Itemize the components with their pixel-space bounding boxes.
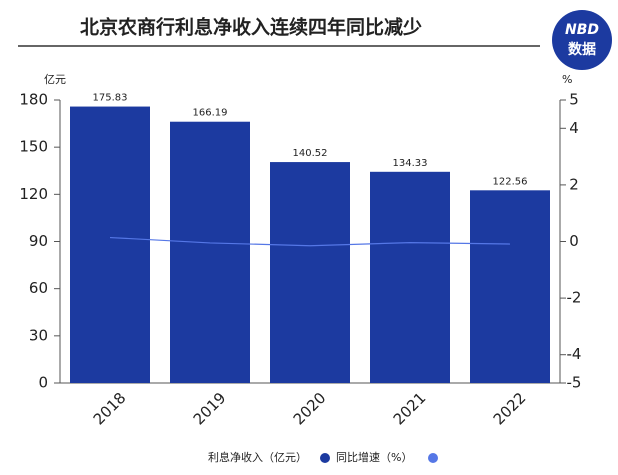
x-tick-label: 2019 — [190, 389, 230, 429]
legend-swatch — [428, 453, 438, 463]
y2-tick-label: 4 — [569, 119, 579, 137]
x-tick-label: 2018 — [90, 389, 130, 429]
y-tick-label: 180 — [19, 91, 48, 109]
x-tick-label: 2022 — [490, 389, 530, 429]
value-label: 140.52 — [293, 148, 328, 159]
x-tick-label: 2021 — [390, 389, 430, 429]
legend-label: 同比增速（%） — [336, 450, 412, 464]
logo-text: 数据 — [568, 41, 596, 58]
y2-tick-label: 5 — [569, 91, 579, 109]
legend-swatch — [320, 453, 330, 463]
value-label: 122.56 — [493, 176, 528, 187]
legend-label: 利息净收入（亿元） — [208, 450, 307, 464]
bar — [470, 190, 550, 383]
bar — [70, 106, 150, 384]
bar — [370, 171, 450, 383]
y2-tick-label: 0 — [569, 232, 579, 250]
y2-tick-label: -4 — [567, 345, 582, 363]
growth-line — [109, 236, 511, 247]
value-label: 166.19 — [193, 108, 228, 119]
logo-text: NBD — [565, 22, 599, 38]
logo-badge — [552, 10, 612, 70]
value-label: 175.83 — [93, 93, 128, 104]
y-tick-label: 90 — [29, 232, 48, 250]
value-label: 134.33 — [393, 158, 428, 169]
y-unit: 亿元 — [44, 73, 66, 86]
y-tick-label: 30 — [29, 326, 48, 344]
y2-unit: % — [562, 73, 572, 86]
y2-tick-label: 2 — [569, 175, 579, 193]
x-tick-label: 2020 — [290, 389, 330, 429]
y-tick-label: 150 — [19, 138, 48, 156]
y-tick-label: 120 — [19, 185, 48, 203]
chart-title: 北京农商行利息净收入连续四年同比减少 — [80, 16, 422, 39]
bar — [270, 162, 350, 383]
y-tick-label: 0 — [38, 374, 48, 392]
y2-tick-label: -2 — [567, 289, 582, 307]
y-tick-label: 60 — [29, 279, 48, 297]
y2-tick-label: -5 — [567, 374, 582, 392]
bar — [170, 121, 250, 383]
